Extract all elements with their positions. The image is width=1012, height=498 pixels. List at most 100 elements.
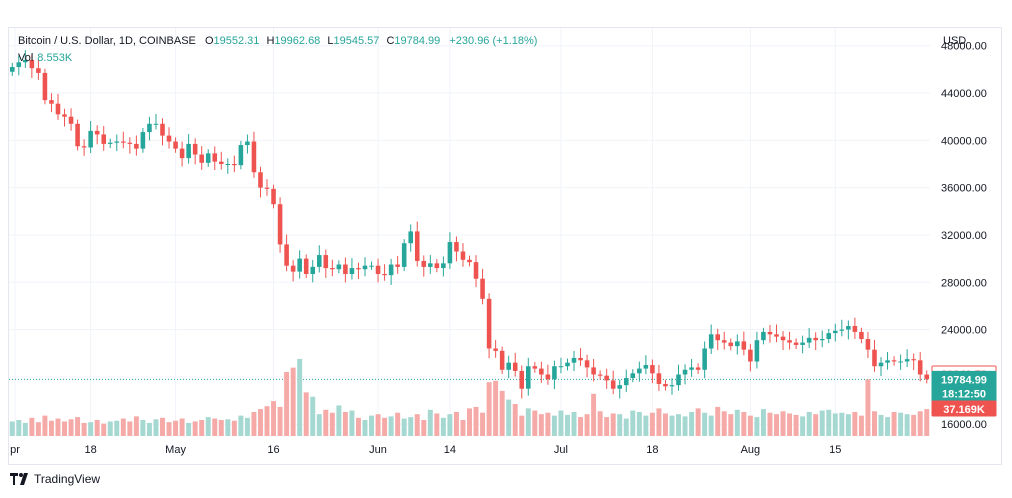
volume-bar	[414, 414, 420, 436]
candle-body	[891, 360, 897, 362]
volume-bar	[793, 414, 799, 436]
volume-bar	[179, 418, 185, 436]
volume-bar	[649, 412, 655, 436]
volume-bar	[480, 412, 486, 436]
candle-body	[519, 370, 525, 389]
candle-body	[591, 367, 596, 375]
volume-bar	[819, 410, 825, 436]
volume-bar	[48, 420, 54, 436]
volume-bar	[140, 420, 146, 436]
volume-bar	[369, 415, 375, 436]
symbol-legend[interactable]: Bitcoin / U.S. Dollar, 1D, COINBASE O195…	[18, 35, 537, 47]
volume-bar	[107, 421, 113, 436]
volume-bar	[911, 414, 917, 436]
volume-bar	[329, 412, 335, 436]
candle-body	[441, 263, 446, 269]
candle-body	[650, 365, 655, 374]
volume-bar	[251, 412, 257, 436]
candle-body	[258, 172, 263, 188]
candle-body	[558, 366, 564, 368]
volume-bar	[42, 415, 48, 436]
candle-body	[754, 340, 760, 362]
candle-body	[898, 361, 903, 363]
candle-body	[147, 123, 152, 133]
volume-bar	[421, 420, 427, 436]
candle-body	[852, 326, 858, 332]
volume-bar	[708, 415, 714, 436]
volume-bar	[271, 401, 277, 436]
chart-frame	[8, 27, 1002, 465]
volume-bar	[564, 414, 570, 436]
tradingview-logo[interactable]: TradingView	[10, 472, 100, 486]
time-axis[interactable]: pr 18 May 16 Jun 14 Jul 18 Aug 15	[10, 444, 841, 456]
candle-body	[512, 362, 518, 371]
candle-body	[865, 339, 871, 350]
candle-body	[904, 359, 910, 362]
candle-body	[160, 123, 165, 136]
volume-bar	[571, 412, 577, 436]
candle-body	[192, 143, 198, 155]
candle-body	[454, 242, 459, 252]
candle-body	[382, 273, 387, 276]
y-tick-label: 24000.00	[941, 325, 987, 337]
candle-body	[833, 330, 838, 334]
candle-body	[584, 360, 590, 368]
x-tick-label: Aug	[741, 444, 761, 456]
volume-bar	[551, 415, 557, 436]
candle-body	[735, 341, 740, 347]
y-tick-label: 40000.00	[941, 135, 987, 147]
volume-bar	[898, 412, 904, 436]
candle-body	[885, 360, 890, 363]
candle-body	[774, 334, 779, 337]
candle-body	[290, 265, 296, 272]
volume-bar	[865, 379, 871, 436]
candle-body	[806, 337, 812, 343]
symbol-title: Bitcoin / U.S. Dollar, 1D, COINBASE	[18, 35, 196, 47]
candle-body	[917, 360, 923, 375]
volume-bar	[734, 409, 740, 436]
currency-label[interactable]: USD	[943, 35, 967, 47]
volume-bar	[787, 413, 793, 436]
candle-body	[467, 259, 472, 263]
candle-body	[911, 359, 916, 361]
candle-body	[330, 268, 335, 270]
x-tick-label: 18	[85, 444, 97, 456]
volume-legend[interactable]: Vol 8.553K	[18, 52, 72, 64]
high-label: H	[266, 35, 275, 47]
volume-bar	[460, 420, 466, 436]
volume-bar	[362, 420, 368, 436]
volume-label: Vol	[18, 52, 34, 64]
candle-body	[826, 333, 832, 340]
volume-bar	[212, 418, 218, 436]
volume-bar	[473, 406, 479, 436]
candle-body	[682, 369, 688, 375]
volume-bar	[858, 415, 864, 436]
candle-body	[526, 366, 531, 389]
x-tick-label: May	[165, 444, 186, 456]
candle-body	[29, 59, 35, 69]
volume-bar	[493, 380, 499, 436]
candle-body	[552, 366, 557, 380]
volume-bar	[702, 412, 708, 436]
candle-body	[571, 357, 577, 363]
volume-bar	[486, 382, 492, 436]
volume-bar	[891, 412, 897, 436]
volume-bar	[323, 409, 329, 436]
volume-bar	[120, 418, 126, 436]
candle-body	[924, 374, 930, 380]
volume-bar	[205, 417, 211, 436]
candle-body	[486, 298, 492, 349]
volume-bar	[186, 422, 192, 436]
volume-bar	[192, 421, 198, 436]
candle-body	[428, 263, 433, 267]
candle-body	[414, 231, 420, 261]
volume-bar	[721, 411, 727, 436]
candle-body	[16, 62, 22, 68]
volume-bar	[35, 422, 41, 436]
volume-bar	[9, 421, 15, 436]
volume-bar	[728, 414, 734, 436]
volume-bar	[558, 410, 564, 436]
candle-body	[859, 331, 864, 340]
volume-bar	[591, 393, 597, 436]
